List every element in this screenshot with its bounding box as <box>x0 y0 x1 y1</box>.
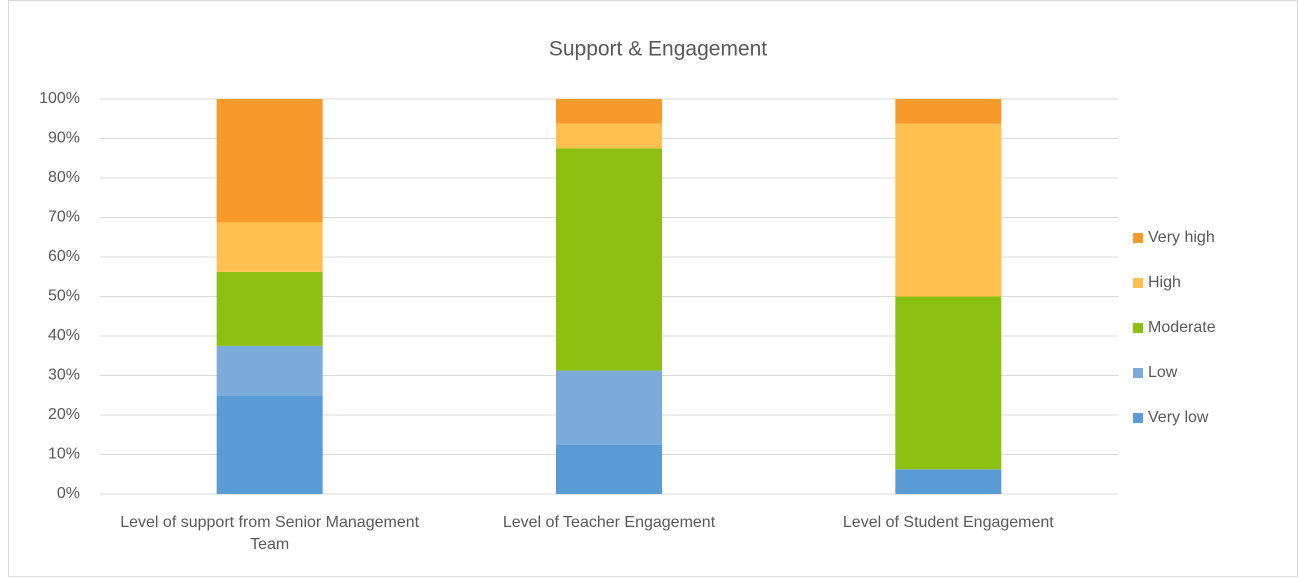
bar-segment <box>895 123 1002 297</box>
legend-label: Very low <box>1148 409 1209 426</box>
bar-segment <box>556 444 662 494</box>
bar-segment <box>556 148 662 371</box>
bar-segment <box>216 222 323 272</box>
y-tick-label: 10% <box>48 446 80 463</box>
x-tick-label: Level of Teacher Engagement <box>502 514 716 531</box>
x-tick-label: Level of support from Senior Management … <box>120 514 420 553</box>
chart-title: Support & Engagement <box>549 38 767 61</box>
legend-label: Very high <box>1148 229 1215 246</box>
legend-swatch <box>1133 368 1143 378</box>
y-tick-label: 20% <box>48 406 80 423</box>
legend-label: Low <box>1148 364 1178 381</box>
y-tick-label: 0% <box>57 485 80 502</box>
x-tick-label: Level of Student Engagement <box>842 514 1054 531</box>
legend-swatch <box>1133 278 1143 288</box>
y-tick-label: 70% <box>48 209 80 226</box>
legend-swatch <box>1133 413 1143 423</box>
bar-segment <box>216 395 323 494</box>
legend-label: Moderate <box>1148 319 1216 336</box>
y-tick-label: 40% <box>48 327 80 344</box>
bar-segment <box>556 123 662 149</box>
y-tick-label: 100% <box>39 90 80 107</box>
bar-segment <box>216 345 323 396</box>
y-tick-label: 90% <box>48 130 80 147</box>
legend-swatch <box>1133 323 1143 333</box>
y-tick-label: 60% <box>48 248 80 265</box>
bar-segment <box>556 370 662 445</box>
bar-segment <box>556 99 662 124</box>
bar-segment <box>895 99 1002 124</box>
y-tick-label: 80% <box>48 169 80 186</box>
legend-swatch <box>1133 233 1143 243</box>
bar-segment <box>216 271 323 346</box>
y-tick-label: 50% <box>48 288 80 305</box>
bar-segment <box>895 469 1002 494</box>
bar-segment <box>895 296 1002 470</box>
bar-segment <box>216 99 323 223</box>
y-tick-label: 30% <box>48 367 80 384</box>
legend-label: High <box>1148 274 1181 291</box>
